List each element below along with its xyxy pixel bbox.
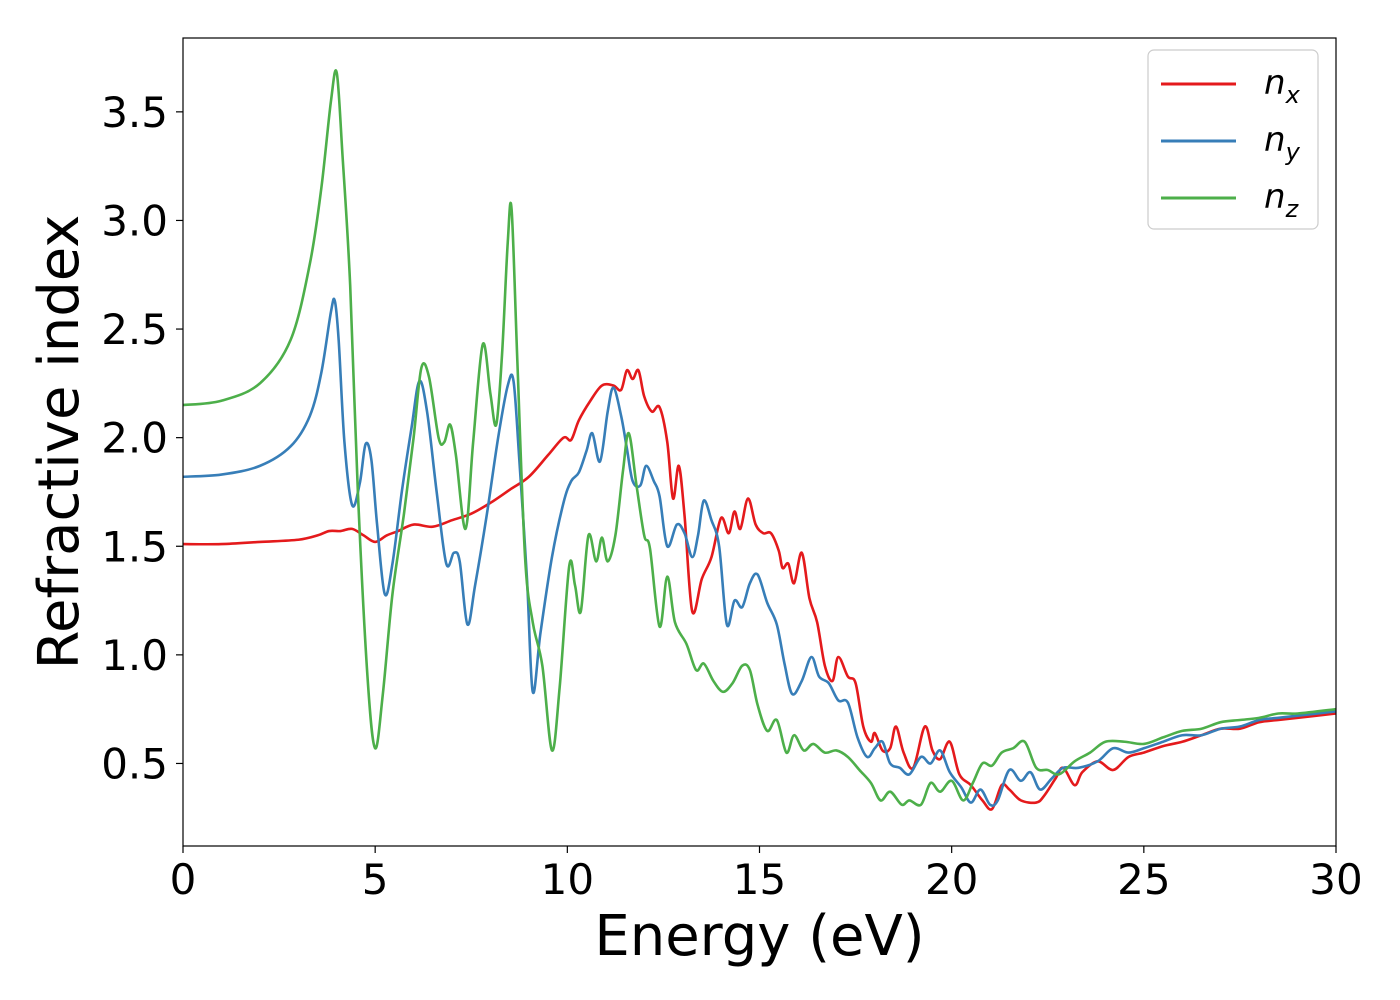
series-line-y xyxy=(182,297,1337,807)
x-tick-label: 10 xyxy=(541,855,594,904)
series-line-z xyxy=(182,69,1337,807)
x-tick-label: 15 xyxy=(733,855,786,904)
y-axis-ticks: 0.5 1.0 1.5 2.0 2.5 3.0 3.5 xyxy=(101,88,183,788)
x-axis-label: Energy (eV) xyxy=(594,904,924,969)
series-layer xyxy=(182,69,1337,811)
x-tick-label: 0 xyxy=(170,855,197,904)
x-axis-ticks: 0 5 10 15 20 25 30 xyxy=(170,846,1363,904)
x-tick-label: 5 xyxy=(362,855,389,904)
x-tick-label: 25 xyxy=(1117,855,1170,904)
y-tick-label: 1.5 xyxy=(101,522,168,571)
x-tick-label: 30 xyxy=(1309,855,1362,904)
series-line-x xyxy=(182,368,1337,811)
x-tick-label: 20 xyxy=(925,855,978,904)
y-tick-label: 2.0 xyxy=(101,414,168,463)
y-tick-label: 1.0 xyxy=(101,631,168,680)
y-tick-label: 3.5 xyxy=(101,88,168,137)
y-tick-label: 0.5 xyxy=(101,739,168,788)
y-tick-label: 3.0 xyxy=(101,196,168,245)
y-tick-label: 2.5 xyxy=(101,305,168,354)
y-axis-label: Refractive index xyxy=(27,215,92,670)
